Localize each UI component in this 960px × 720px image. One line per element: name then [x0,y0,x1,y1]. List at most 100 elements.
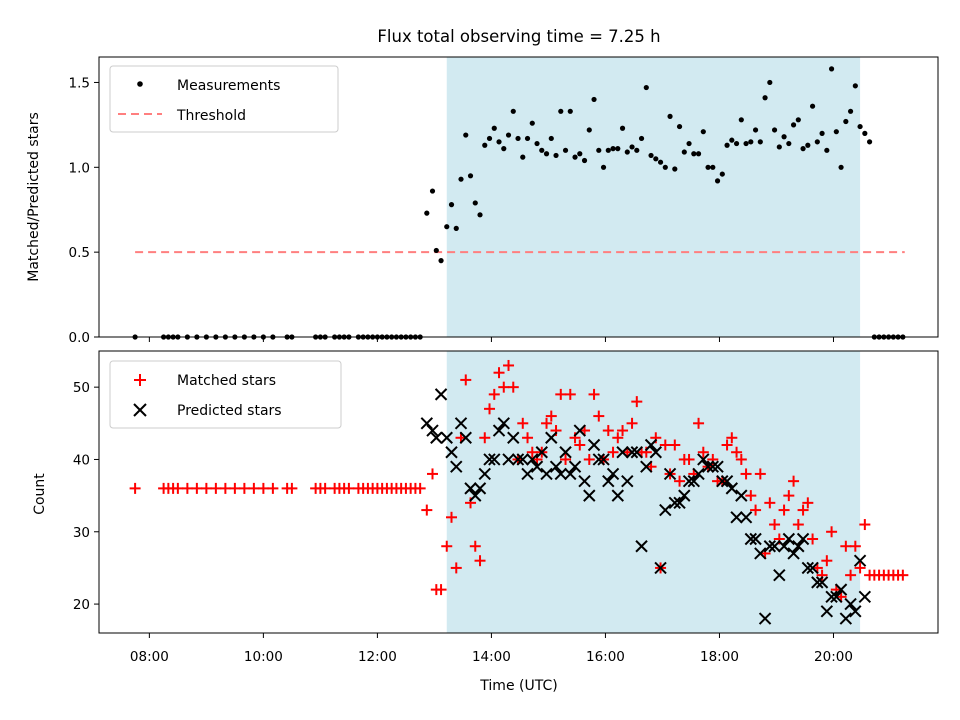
predicted-star-point [758,612,772,625]
measurement-point [672,166,678,172]
measurement-point [805,142,811,148]
measurement-point [520,154,526,160]
legend-measurements-label: Measurements [177,78,280,94]
matched-star-point [129,482,141,494]
measurement-point [482,142,488,148]
predicted-star-point [568,460,582,473]
observing-window-band-count [446,351,861,633]
matched-star-point [238,482,250,494]
legend-measurement-marker [137,81,143,87]
measurement-point [643,84,649,91]
matched-star-point [560,453,572,465]
predicted-star-point [511,453,525,466]
predicted-star-point [692,467,705,481]
matched-star-point [674,475,686,487]
count-y-tick-label: 30 [73,525,90,541]
predicted-star-point [716,474,729,488]
measurement-point [738,117,744,123]
matched-star-point [191,482,203,494]
count-x-ticks: 08:00 10:00 12:00 14:00 16:00 18:00 20:00 [130,633,853,665]
matched-star-point [745,490,757,502]
measurement-point [724,142,730,148]
predicted-star-point [516,453,529,466]
predicted-star-point [720,474,734,488]
matched-star-point [588,388,600,400]
x-tick-label: 20:00 [814,649,853,665]
matched-star-point [859,519,871,531]
matched-star-point [200,482,212,494]
matched-star-point [267,482,279,494]
matched-star-point [788,475,800,487]
matched-star-point [726,432,738,444]
predicted-star-point [564,467,577,481]
matched-star-point [669,439,681,451]
measurement-point [558,108,564,114]
predicted-star-point [521,467,534,481]
predicted-star-point [697,453,710,466]
matched-star-point [693,417,705,429]
predicted-star-point [649,446,663,459]
ratio-y-tick-label: 0.0 [69,330,90,346]
predicted-star-point [839,612,853,625]
measurement-point [824,147,830,153]
ratio-y-tick-label: 0.5 [69,245,90,261]
matched-star-point [769,519,781,531]
matched-star-point [488,388,500,400]
matched-star-point [583,453,595,465]
ratio-legend-box [109,65,339,133]
measurement-point [453,225,459,231]
legend-predicted-marker [133,403,147,417]
measurement-point [748,139,754,145]
matched-star-point [740,468,752,480]
measurement-point [534,140,540,147]
measurement-point [676,123,683,130]
measurement-point [539,147,545,153]
predicted-star-point [459,431,472,444]
matched-star-point [503,359,515,371]
matched-star-point [845,569,857,581]
x-tick-label: 18:00 [700,649,739,665]
matched-star-point [849,540,861,552]
predicted-star-point [502,453,515,466]
measurement-point [819,130,825,136]
predicted-star-point [559,446,572,459]
legend-predicted-label: Predicted stars [177,403,282,419]
predicted-star-point [706,460,720,473]
predicted-star-point [488,453,501,466]
predicted-star-point [478,467,491,481]
predicted-star-point [483,453,496,466]
matched-star-point [826,526,838,538]
measurement-point [828,66,835,72]
measurement-point [700,129,706,135]
predicted-star-point [573,424,586,437]
measurement-point [662,164,668,170]
legend-threshold-label: Threshold [176,108,246,124]
measurement-point [705,164,711,170]
x-tick-label: 10:00 [244,649,283,665]
x-tick-label: 14:00 [472,649,511,665]
matched-star-point [427,468,439,480]
matched-star-point [631,396,643,408]
predicted-star-point [858,590,872,604]
matched-star-point [731,446,743,458]
measurement-point [767,79,773,86]
matched-star-point [286,482,298,494]
matched-star-point [697,446,709,458]
matched-star-point [343,482,355,494]
predicted-star-point [853,554,867,567]
count-y-axis-label: Count [32,473,48,515]
matched-star-point [750,504,762,516]
matched-star-point [181,482,193,494]
measurement-point [629,144,635,150]
matched-star-point [802,497,814,509]
matched-star-point [897,569,909,581]
measurement-point [710,164,716,170]
predicted-star-point [825,590,838,604]
matched-star-point [435,584,447,596]
measurement-point [847,108,854,114]
measurement-point [548,135,554,142]
measurement-point [833,129,839,135]
measurement-point [752,127,759,133]
count-y-tick-label: 50 [73,380,90,396]
measurement-point [477,212,483,218]
